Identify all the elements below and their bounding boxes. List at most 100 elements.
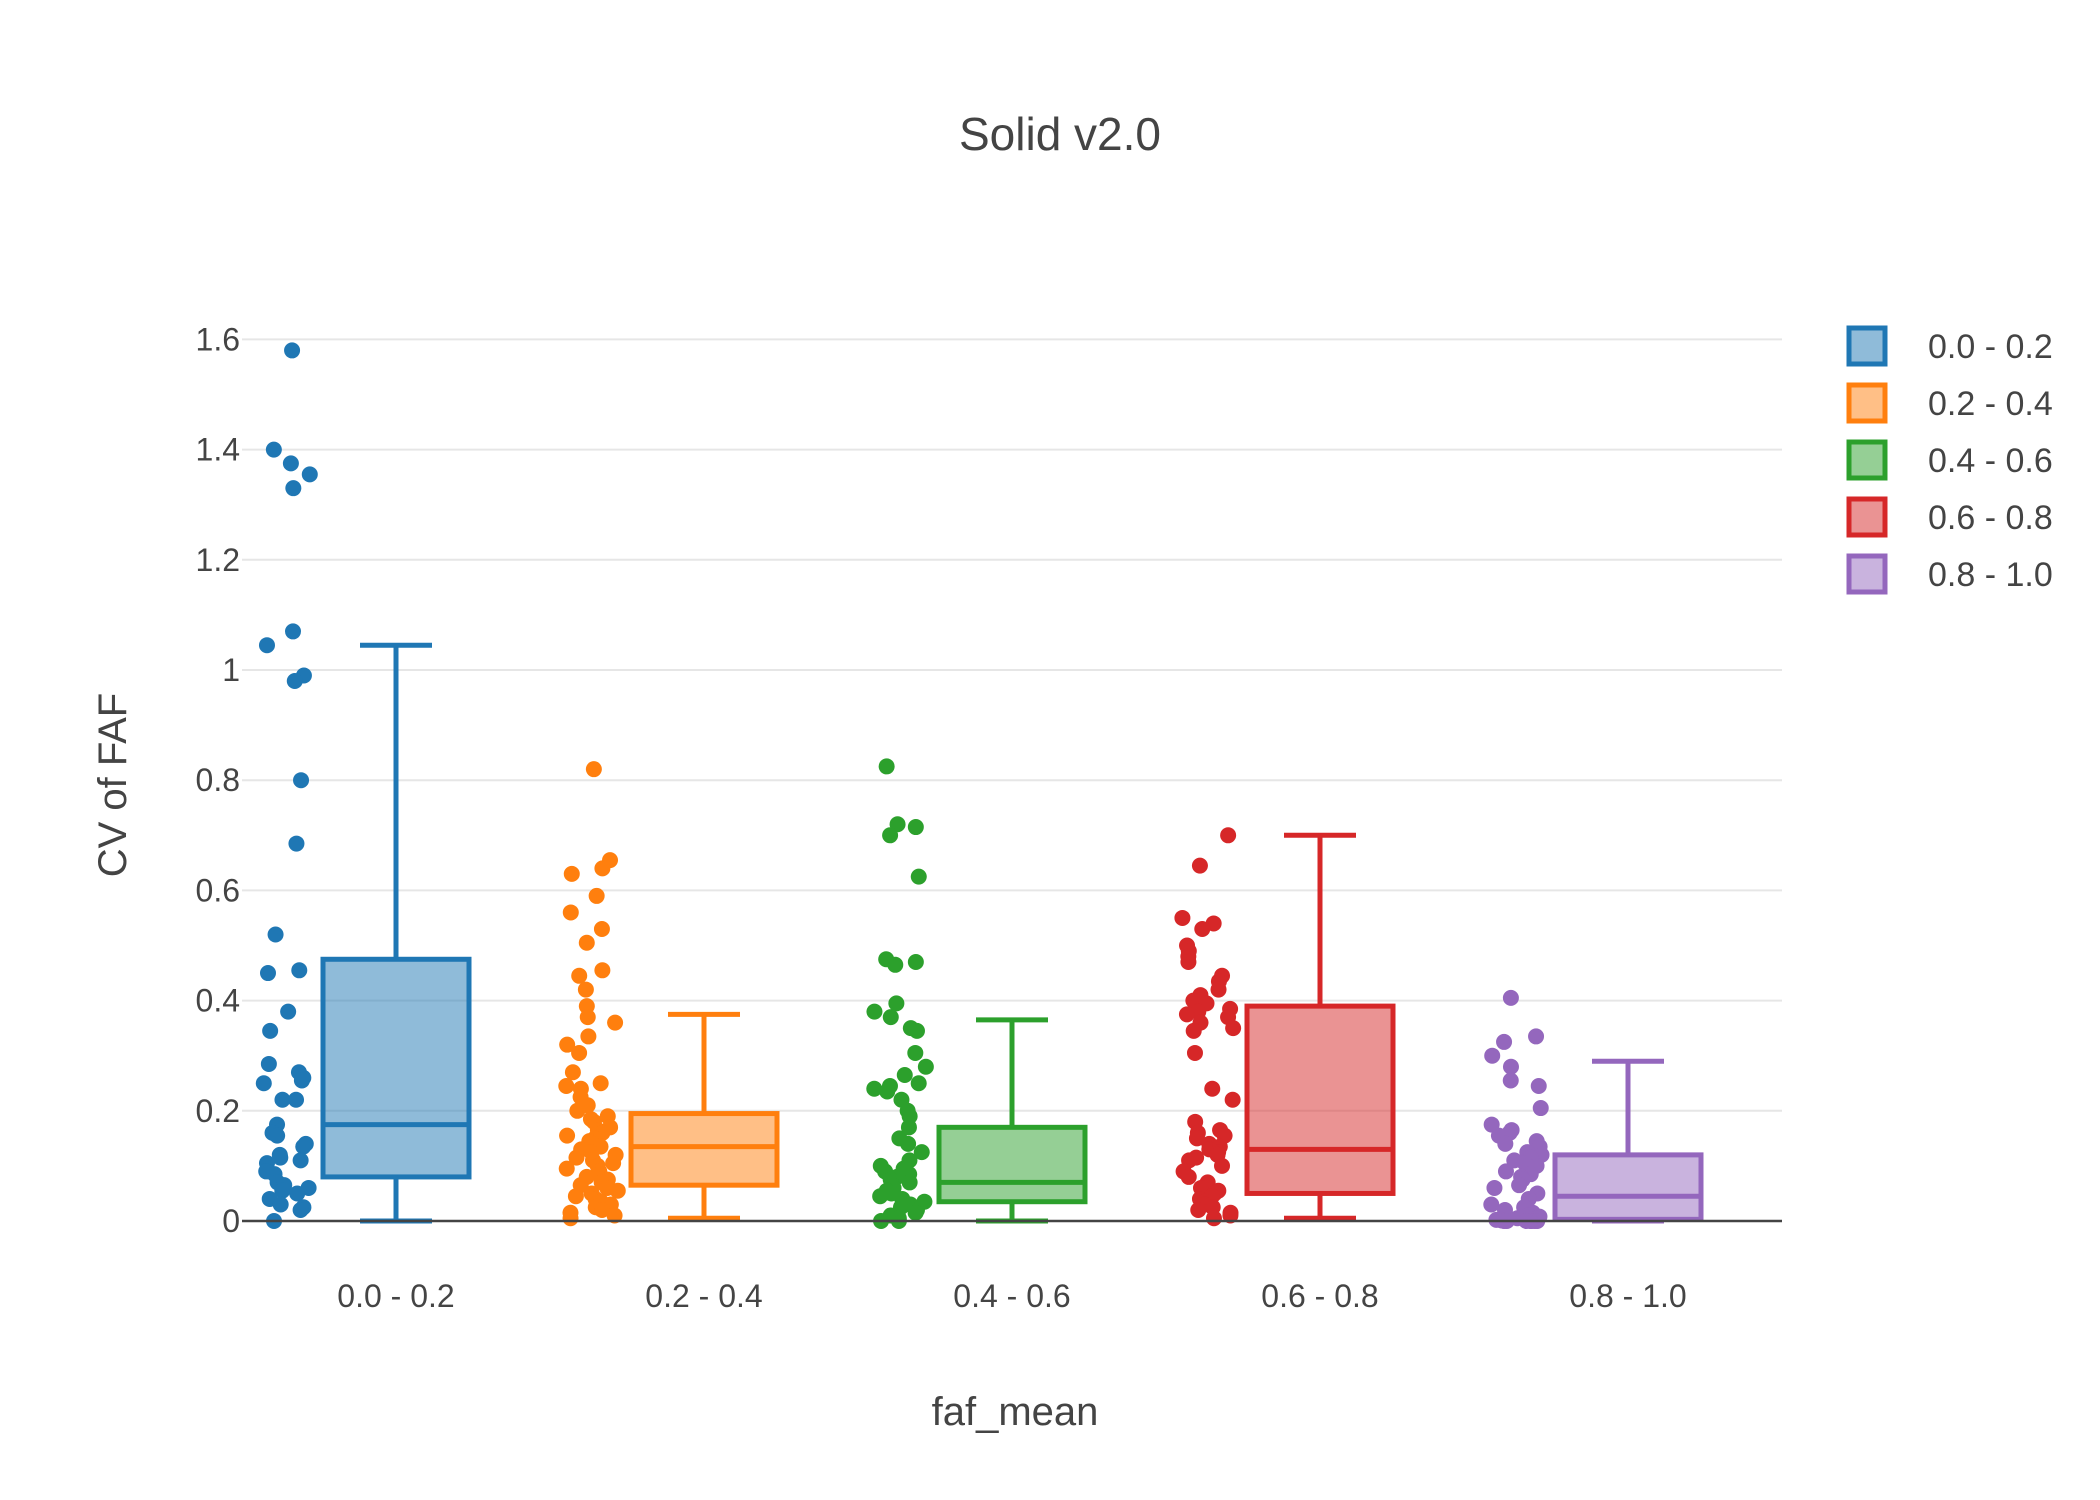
x-tick-label: 0.8 - 1.0 [1569,1278,1686,1314]
data-point [1186,1044,1203,1061]
data-point [274,1091,291,1108]
data-point [588,887,605,904]
data-point [282,455,299,472]
data-point [882,1009,899,1026]
data-point [295,1138,312,1155]
legend-swatch [1846,496,1888,538]
data-point [262,1022,279,1039]
data-point [1486,1179,1503,1196]
data-point [1532,1100,1549,1117]
data-point [594,962,611,979]
data-point [1502,989,1519,1006]
data-point [258,637,275,654]
data-point [1483,1196,1500,1213]
data-point [568,1149,585,1166]
data-point [562,1210,579,1227]
legend-label: 0.8 - 1.0 [1928,556,2053,594]
data-point [288,835,305,852]
box-5 [1552,1058,1704,1224]
data-point [569,1102,586,1119]
data-point [558,1160,575,1177]
data-point [1225,1020,1242,1037]
grid-layer [242,338,1782,1112]
box-rect [936,1124,1088,1205]
box-rect [1552,1152,1704,1222]
y-tick-label: 1.6 [196,321,240,357]
data-point [567,1188,584,1205]
data-point [592,1075,609,1092]
data-point [913,1144,930,1161]
data-point [910,868,927,885]
legend-swatch [1846,553,1888,595]
data-point [1224,1091,1241,1108]
x-tick-label: 0.4 - 0.6 [953,1278,1070,1314]
data-point [585,761,602,778]
data-point [292,1152,309,1169]
y-axis-title: CV of FAF [91,693,135,878]
data-point [267,926,284,943]
data-point [917,1058,934,1075]
y-tick-label: 0.8 [196,762,240,798]
data-point [606,1207,623,1224]
data-point [272,1149,289,1166]
data-point [265,441,282,458]
y-tick-labels: 0 0.2 0.4 0.6 0.8 1 1.2 1.4 1.6 [196,321,240,1239]
data-point [605,1155,622,1172]
data-point [580,1028,597,1045]
data-point [293,772,310,789]
legend-item-4: 0.6 - 0.8 [1846,496,2053,538]
data-point [1528,1028,1545,1045]
data-point [260,1055,277,1072]
legend-label: 0.6 - 0.8 [1928,499,2053,537]
x-tick-label: 0.6 - 0.8 [1261,1278,1378,1314]
points-layer [255,342,1550,1229]
data-point [564,1064,581,1081]
data-point [286,673,303,690]
x-tick-label: 0.2 - 0.4 [645,1278,762,1314]
data-point [901,1174,918,1191]
data-point [1180,1168,1197,1185]
data-point [301,466,318,483]
x-axis-title: faf_mean [932,1390,1099,1434]
data-point [579,1009,596,1026]
legend-item-5: 0.8 - 1.0 [1846,553,2053,595]
data-point [1180,954,1197,971]
legend-swatch [1846,439,1888,481]
data-point [1222,1207,1239,1224]
data-point [594,1201,611,1218]
data-point [887,956,904,973]
data-point [1484,1047,1501,1064]
data-point [559,1036,576,1053]
data-point [1210,981,1227,998]
legend-swatch [1846,382,1888,424]
data-point [571,967,588,984]
y-tick-label: 1 [222,652,240,688]
legend-item-1: 0.0 - 0.2 [1846,325,2053,367]
box-2 [628,1011,780,1221]
data-point [285,480,302,497]
data-point [907,954,924,971]
data-point [1190,1201,1207,1218]
legend-label: 0.0 - 0.2 [1928,328,2053,366]
data-point [907,819,924,836]
data-point [1511,1177,1528,1194]
legend-item-3: 0.4 - 0.6 [1846,439,2053,481]
data-point [563,865,580,882]
boxes-layer [320,642,1704,1224]
data-point [866,1080,883,1097]
y-tick-label: 0.6 [196,872,240,908]
data-point [559,1127,576,1144]
data-point [1220,827,1237,844]
data-point [292,1201,309,1218]
data-point [1496,1033,1513,1050]
data-point [888,995,905,1012]
data-point [293,1072,310,1089]
data-point [578,934,595,951]
data-point [285,623,302,640]
data-point [1204,1080,1221,1097]
legend-label: 0.2 - 0.4 [1928,385,2053,423]
data-point [288,1091,305,1108]
data-point [1185,1022,1202,1039]
data-point [274,1182,291,1199]
data-point [1502,1058,1519,1075]
